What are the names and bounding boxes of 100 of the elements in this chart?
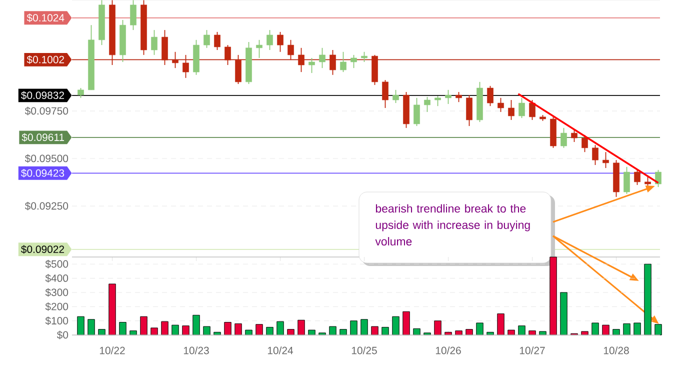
- bar: [234, 323, 242, 336]
- candlestick: [319, 47, 326, 68]
- candlestick: [560, 127, 567, 148]
- candlestick: [277, 31, 284, 52]
- candlestick: [78, 88, 84, 98]
- x-tick-label: 10/22: [100, 346, 125, 354]
- x-tick-label: 10/27: [520, 346, 545, 354]
- bar: [612, 329, 620, 336]
- bar: [466, 329, 473, 336]
- candlestick: [414, 97, 420, 126]
- candlestick: [498, 97, 504, 112]
- bar: [508, 330, 515, 336]
- candlestick: [445, 89, 452, 104]
- y-tick-label: $200: [45, 302, 68, 311]
- y-tick-label: $500: [45, 260, 68, 268]
- candlestick: [634, 169, 640, 186]
- bar: [119, 322, 126, 336]
- bar: [497, 313, 504, 336]
- bar: [413, 328, 420, 336]
- bar: [329, 326, 336, 336]
- candlestick: [466, 94, 472, 126]
- bar: [276, 321, 284, 336]
- bar: [266, 326, 274, 336]
- x-tick-label: 10/23: [184, 346, 209, 354]
- bar: [88, 319, 95, 336]
- candlestick: [508, 100, 514, 120]
- bar: [161, 321, 168, 336]
- y-tick-label: $100: [45, 316, 68, 326]
- ref-line-label: $0.09022: [21, 245, 64, 254]
- bar: [203, 326, 210, 336]
- candlestick: [602, 152, 609, 168]
- y-tick-label: $0: [56, 330, 68, 340]
- bar: [654, 324, 662, 336]
- bar: [245, 330, 252, 336]
- bar: [224, 322, 232, 336]
- bar: [350, 320, 358, 336]
- candlestick: [214, 31, 220, 50]
- bar: [172, 324, 179, 336]
- bar: [308, 330, 316, 336]
- bar: [360, 319, 368, 336]
- candlestick: [130, 0, 136, 30]
- bar: [98, 329, 106, 336]
- bar: [150, 328, 158, 336]
- bar: [602, 324, 610, 336]
- candlestick: [456, 92, 462, 103]
- y-tick-label: $0.09750: [24, 106, 68, 116]
- candlestick: [424, 96, 430, 112]
- candlestick: [434, 96, 441, 107]
- candlestick: [571, 130, 578, 142]
- bar: [371, 326, 378, 336]
- y-tick-label: $300: [45, 288, 68, 297]
- annotation: bearish trendline break to the upside with increase in buying volume: [375, 204, 530, 246]
- candlestick: [308, 58, 315, 74]
- candlestick: [624, 166, 630, 194]
- bar: [340, 329, 347, 336]
- bar: [382, 326, 389, 336]
- candlestick: [529, 100, 536, 120]
- candlestick: [392, 89, 399, 104]
- ref-line-label: $0.09832: [21, 91, 64, 100]
- ref-line-label: $0.09611: [22, 133, 64, 142]
- bar: [287, 329, 294, 336]
- candlestick: [592, 144, 598, 166]
- x-tick-label: 10/25: [352, 346, 377, 354]
- x-tick-label: 10/28: [604, 346, 629, 354]
- candlestick: [266, 30, 273, 50]
- candlestick: [518, 97, 525, 118]
- x-tick-label: 10/26: [436, 346, 461, 354]
- bar: [560, 292, 568, 336]
- candlestick: [487, 85, 494, 107]
- bar: [402, 311, 410, 336]
- candlestick: [340, 51, 346, 72]
- bar: [581, 331, 588, 336]
- bar: [592, 322, 599, 336]
- bar: [550, 256, 557, 336]
- candlestick: [256, 39, 262, 58]
- bar: [140, 316, 148, 336]
- candlestick: [582, 134, 588, 153]
- bar: [256, 324, 263, 336]
- ref-line-label: $0.1024: [26, 14, 64, 22]
- y-tick-label: $400: [45, 274, 68, 282]
- bar: [434, 320, 442, 336]
- candlestick: [382, 80, 388, 108]
- bar: [182, 326, 190, 336]
- bar: [623, 323, 630, 336]
- bar: [298, 320, 305, 336]
- bar: [644, 264, 652, 336]
- bar: [77, 316, 84, 336]
- candlestick: [655, 169, 662, 188]
- y-tick-label: $0.09250: [24, 202, 68, 210]
- bar: [476, 322, 484, 336]
- candlestick: [204, 30, 210, 48]
- x-tick-label: 10/24: [268, 346, 294, 354]
- bar: [539, 331, 546, 336]
- bar: [108, 284, 116, 336]
- ref-line-label: $0.09423: [21, 168, 64, 178]
- candlestick: [151, 30, 158, 56]
- bar: [192, 314, 200, 336]
- candlestick: [350, 54, 357, 68]
- bar: [634, 322, 641, 336]
- y-tick-label: $0.09500: [24, 154, 68, 163]
